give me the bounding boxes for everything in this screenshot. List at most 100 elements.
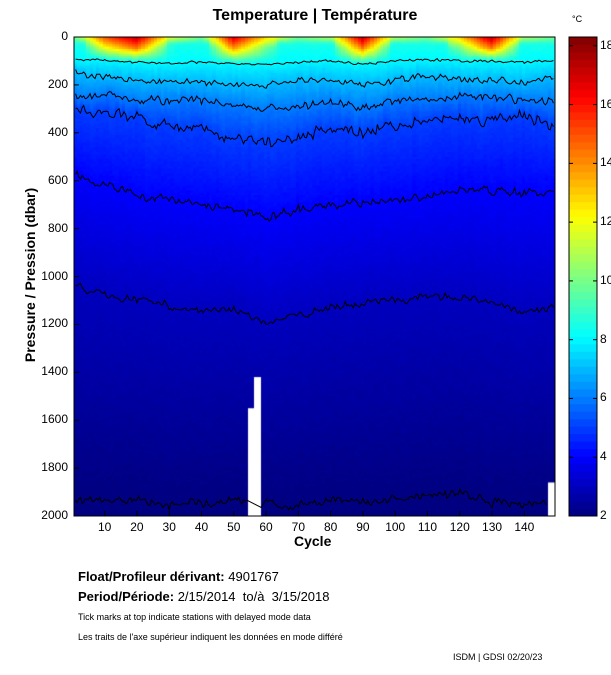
colorbar-band <box>569 104 597 113</box>
colorbar-band <box>569 411 597 420</box>
temperature-heatmap <box>74 37 555 516</box>
colorbar-band <box>569 463 597 472</box>
colorbar-band <box>569 231 597 240</box>
contour-line-5 <box>75 104 554 148</box>
colorbar-band <box>569 239 597 248</box>
x-tick-label: 40 <box>194 520 209 534</box>
period-label: Period/Période: <box>78 589 175 604</box>
y-tick-label: 1200 <box>41 316 68 331</box>
x-tick-label: 100 <box>385 520 406 534</box>
colorbar-band <box>569 37 597 45</box>
colorbar-band <box>569 276 597 285</box>
y-tick-label: 2000 <box>41 508 68 522</box>
y-tick-label: 1400 <box>41 364 68 379</box>
chart-title: Temperature | Température <box>212 7 418 24</box>
contour-line-6 <box>75 91 554 112</box>
colorbar-band <box>569 441 597 450</box>
colorbar-band <box>569 508 597 517</box>
credit: ISDM | GDSI 02/20/23 <box>453 652 543 662</box>
colorbar-band <box>569 74 597 83</box>
contour-line-2 <box>75 487 548 512</box>
colorbar-band <box>569 51 597 60</box>
colorbar-band <box>569 261 597 270</box>
y-tick-label: 1000 <box>41 268 68 283</box>
colorbar-tick-label: 12 <box>600 214 611 229</box>
colorbar-frame <box>568 36 598 517</box>
colorbar-band <box>569 224 597 233</box>
x-tick-label: 80 <box>323 520 338 534</box>
colorbar-band <box>569 448 597 457</box>
colorbar-band <box>569 321 597 330</box>
x-tick-label: 50 <box>227 520 241 534</box>
colorbar-band <box>569 501 597 510</box>
colorbar-tick-label: 6 <box>600 390 607 405</box>
y-tick-label: 1800 <box>41 460 68 475</box>
y-tick-label: 1600 <box>41 412 68 427</box>
colorbar-band <box>569 328 597 337</box>
colorbar-unit: °C <box>572 14 583 24</box>
float-label: Float/Profileur dérivant: <box>78 569 225 584</box>
colorbar-band <box>569 269 597 277</box>
colorbar-tick-label: 16 <box>600 96 611 111</box>
colorbar-band <box>569 134 597 143</box>
colorbar-band <box>569 373 597 382</box>
colorbar-tick-label: 2 <box>600 508 607 522</box>
x-tick-label: 110 <box>417 520 438 534</box>
colorbar-band <box>569 171 597 180</box>
colorbar-band <box>569 403 597 412</box>
colorbar-tick-label: 8 <box>600 331 607 346</box>
x-tick-label: 20 <box>130 520 144 534</box>
y-tick-label: 200 <box>47 76 68 91</box>
colorbar-band <box>569 59 597 68</box>
colorbar-band <box>569 433 597 442</box>
colorbar-band <box>569 313 597 322</box>
colorbar-band <box>569 291 597 300</box>
colorbar-band <box>569 381 597 390</box>
colorbar-band <box>569 254 597 263</box>
colorbar-band <box>569 343 597 352</box>
colorbar-band <box>569 478 597 487</box>
colorbar-band <box>569 149 597 158</box>
y-tick-label: 600 <box>47 172 68 187</box>
x-tick-label: 90 <box>356 520 370 534</box>
colorbar-tick-label: 10 <box>600 272 611 287</box>
colorbar-band <box>569 216 597 225</box>
colorbar-band <box>569 283 597 292</box>
colorbar-band <box>569 194 597 203</box>
colorbar-band <box>569 179 597 188</box>
y-tick-label: 0 <box>61 29 68 43</box>
colorbar-band <box>569 366 597 375</box>
colorbar-band <box>569 89 597 98</box>
colorbar-band <box>569 141 597 150</box>
colorbar-band <box>569 358 597 367</box>
contour-line-3 <box>75 282 554 326</box>
colorbar-band <box>569 493 597 502</box>
colorbar-band <box>569 186 597 195</box>
float-id: 4901767 <box>228 569 279 584</box>
colorbar-band <box>569 246 597 255</box>
colorbar-band <box>569 209 597 218</box>
period-info: Period/Période: 2/15/2014 to/à 3/15/2018 <box>78 589 330 604</box>
period-value: 2/15/2014 to/à 3/15/2018 <box>177 589 330 604</box>
colorbar-band <box>569 156 597 165</box>
colorbar-tick-label: 4 <box>600 449 607 464</box>
colorbar-band <box>569 306 597 315</box>
colorbar-band <box>569 96 597 105</box>
colorbar-tick-label: 14 <box>600 155 611 170</box>
colorbar-band <box>569 66 597 75</box>
contour-line-8 <box>75 58 554 66</box>
y-tick-label: 400 <box>47 124 68 139</box>
colorbar-band <box>569 336 597 345</box>
colorbar-band <box>569 396 597 405</box>
x-tick-label: 140 <box>514 520 535 534</box>
colorbar-tick-label: 18 <box>600 37 611 52</box>
colorbar-band <box>569 486 597 495</box>
x-tick-label: 30 <box>162 520 176 534</box>
x-tick-label: 120 <box>449 520 470 534</box>
note-english: Tick marks at top indicate stations with… <box>78 612 311 622</box>
note-french: Les traits de l'axe supérieur indiquent … <box>78 632 343 642</box>
colorbar-band <box>569 388 597 397</box>
y-tick-label: 800 <box>47 220 68 235</box>
x-tick-label: 130 <box>482 520 503 534</box>
